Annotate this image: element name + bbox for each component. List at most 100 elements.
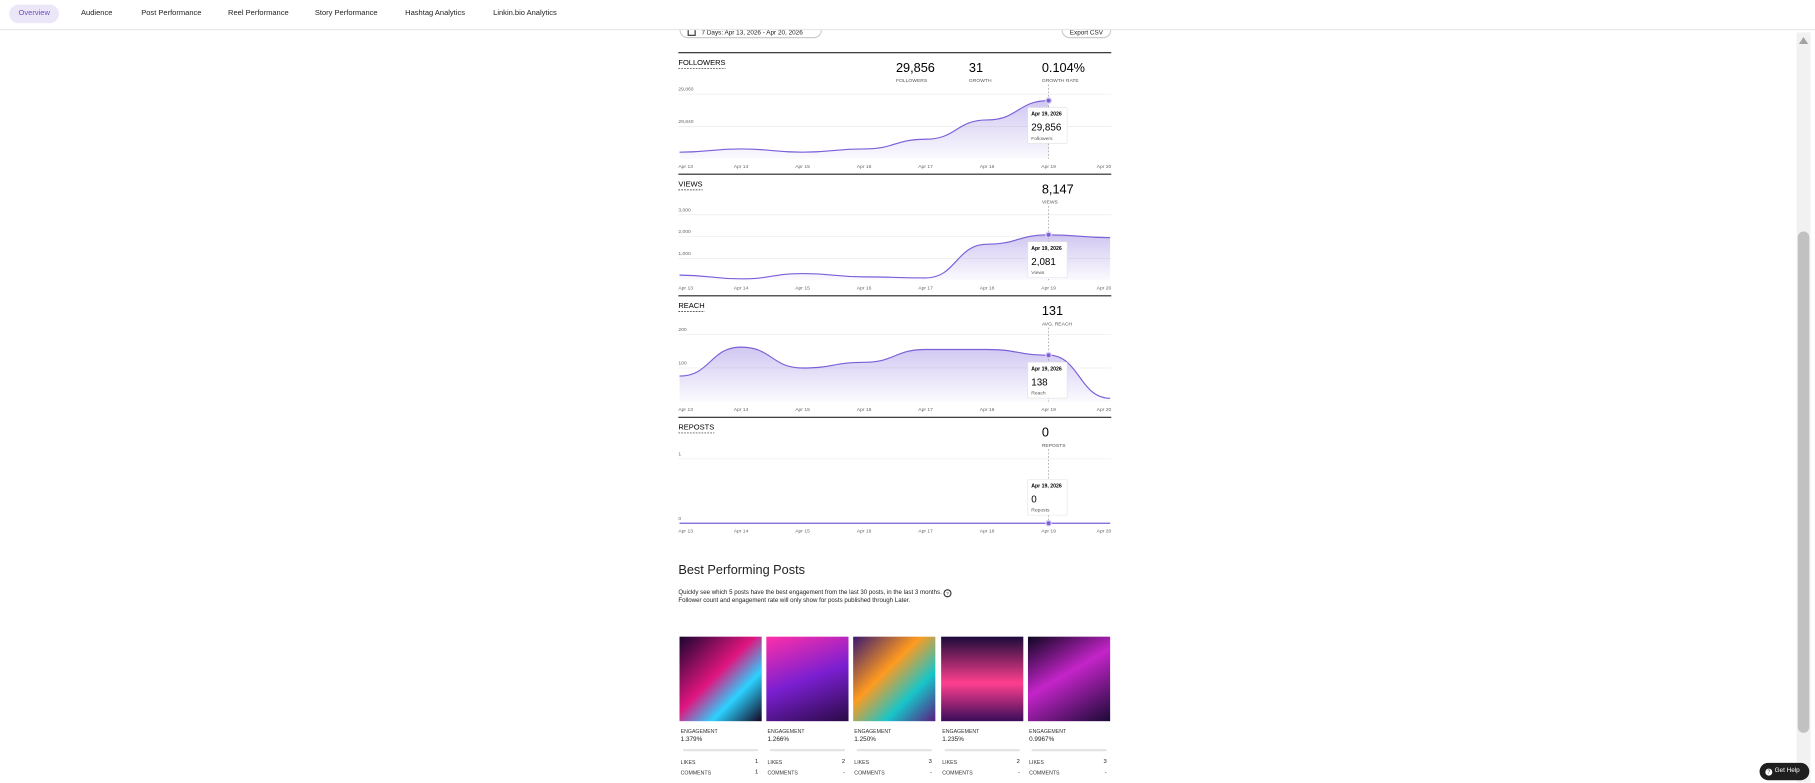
x-tick-label: Apr 19 <box>1041 528 1056 534</box>
y-tick-label: 1,000 <box>678 251 691 257</box>
x-tick-label: Apr 14 <box>734 164 749 170</box>
x-tick-label: Apr 19 <box>1041 164 1056 170</box>
comments-label: COMMENTS <box>1029 769 1060 776</box>
comments-value: - <box>1017 768 1020 776</box>
line <box>679 100 1049 153</box>
chart: REPOSTS 0 REPOSTS 0 1 Apr 13 Apr 14 Apr 15 Apr 1… <box>678 416 1112 534</box>
post-card: ENGAGEMENT 0.9967% LIKES 3 COMMENTS - <box>1027 636 1111 776</box>
export-label: Export CSV <box>1069 30 1104 38</box>
engagement-label: ENGAGEMENT <box>1029 728 1067 734</box>
stat-label: AVG. REACH <box>1042 321 1073 327</box>
x-tick-label: Apr 15 <box>795 164 810 170</box>
comments-value: - <box>1104 768 1107 776</box>
scroll-up[interactable] <box>1798 37 1809 44</box>
post-card: ENGAGEMENT 1.250% LIKES 3 COMMENTS - <box>853 636 936 776</box>
post-image <box>853 636 936 722</box>
description-line: Follower count and engagement rate will … <box>678 597 911 605</box>
x-tick-label: Apr 15 <box>795 285 810 291</box>
stat-label: VIEWS <box>1042 200 1059 206</box>
engagement-value: 1.266% <box>767 736 790 744</box>
section-description: Quickly see which 5 posts have the best … <box>678 589 952 605</box>
tooltip-date: Apr 19, 2026 <box>1031 112 1062 118</box>
engagement-value: 0.9967% <box>1029 736 1055 744</box>
help-button[interactable]: ? Get Help <box>1759 762 1810 781</box>
scrollbar[interactable] <box>1796 32 1811 783</box>
stat-value: 31 <box>969 60 983 75</box>
nav-tab[interactable]: Overview <box>9 4 60 24</box>
nav-tab[interactable]: Audience <box>81 9 113 18</box>
chart: FOLLOWERS 29,856 FOLLOWERS 31 GROWTH 0.104% GR… <box>678 52 1112 170</box>
tooltip-label: Reach <box>1031 391 1046 397</box>
likes-label: LIKES <box>767 759 783 766</box>
x-tick-label: Apr 16 <box>857 407 872 413</box>
nav-tab[interactable]: Reel Performance <box>228 9 289 18</box>
stat-value: 131 <box>1042 303 1063 318</box>
x-tick-label: Apr 17 <box>918 407 933 413</box>
tooltip-value: 138 <box>1031 377 1048 388</box>
engagement-label: ENGAGEMENT <box>942 728 980 734</box>
nav-tab[interactable]: Post Performance <box>141 9 202 18</box>
x-tick-label: Apr 15 <box>795 407 810 413</box>
comments-value: 1 <box>755 768 759 776</box>
y-tick-label: 1 <box>678 451 681 457</box>
tooltip-date: Apr 19, 2026 <box>1031 366 1062 372</box>
stat-label: REPOSTS <box>1042 443 1066 449</box>
likes-label: LIKES <box>1029 759 1044 766</box>
x-tick-label: Apr 13 <box>678 164 693 170</box>
description-text: Quickly see which 5 posts have the best … <box>678 589 942 597</box>
date-range: 7 Days: Apr 13, 2026 - Apr 20, 2026 <box>701 30 803 38</box>
y-tick-label: 2,000 <box>678 229 691 235</box>
x-tick-label: Apr 14 <box>734 528 749 534</box>
help-icon[interactable]: ? <box>943 589 952 598</box>
post-image <box>766 636 849 722</box>
x-tick-label: Apr 16 <box>857 528 872 534</box>
chart-title: REACH <box>678 301 704 310</box>
comments-label: COMMENTS <box>680 769 712 776</box>
engagement-bar <box>856 748 932 752</box>
chart: REACH 131 AVG. REACH 100 200 Apr 13 Apr 14 Apr … <box>678 295 1112 413</box>
stat-label: GROWTH <box>969 78 992 84</box>
y-tick-label: 200 <box>678 327 687 333</box>
engagement-label: ENGAGEMENT <box>854 728 892 734</box>
description-line: Quickly see which 5 posts have the best … <box>678 589 952 598</box>
x-tick-label: Apr 13 <box>678 407 693 413</box>
tooltip <box>1027 241 1068 278</box>
stat-value: 0.104% <box>1042 60 1085 75</box>
hover-dot <box>1045 351 1052 359</box>
line <box>679 234 1111 280</box>
tooltip-label: Followers <box>1031 136 1053 142</box>
help-label: Get Help <box>1774 767 1800 775</box>
post-card: ENGAGEMENT 1.235% LIKES 2 COMMENTS - <box>941 636 1024 776</box>
tooltip-label: Reposts <box>1031 508 1050 514</box>
tooltip-value: 2,081 <box>1031 257 1056 268</box>
tooltip <box>1027 361 1068 399</box>
y-tick-label: 29,840 <box>678 119 693 125</box>
post-image <box>679 636 762 722</box>
stat-value: 29,856 <box>896 60 935 75</box>
engagement-bar <box>682 748 759 752</box>
x-tick-label: Apr 17 <box>918 164 933 170</box>
chart-title: FOLLOWERS <box>678 58 725 67</box>
engagement-bar <box>1031 748 1107 752</box>
likes-label: LIKES <box>942 759 958 766</box>
x-tick-label: Apr 20 <box>1097 285 1112 291</box>
post-card: ENGAGEMENT 1.266% LIKES 2 COMMENTS - <box>766 636 849 776</box>
section-title: Best Performing Posts <box>678 563 806 578</box>
likes-value: 1 <box>755 758 759 766</box>
x-tick-label: Apr 13 <box>678 285 693 291</box>
comments-label: COMMENTS <box>942 769 973 776</box>
nav-tab[interactable]: Story Performance <box>314 9 378 18</box>
x-tick-label: Apr 16 <box>857 164 872 170</box>
stat-label: GROWTH RATE <box>1042 78 1080 84</box>
area <box>679 347 1111 402</box>
x-tick-label: Apr 14 <box>734 285 749 291</box>
x-tick-label: Apr 17 <box>918 285 933 291</box>
nav-tab[interactable]: Hashtag Analytics <box>405 9 465 18</box>
likes-value: 2 <box>1016 758 1020 766</box>
x-tick-label: Apr 19 <box>1041 407 1056 413</box>
stat-value: 0 <box>1042 424 1049 439</box>
scroll-thumb[interactable] <box>1797 231 1810 733</box>
nav-tab[interactable]: Linkin.bio Analytics <box>493 9 557 18</box>
likes-value: 2 <box>841 758 846 766</box>
